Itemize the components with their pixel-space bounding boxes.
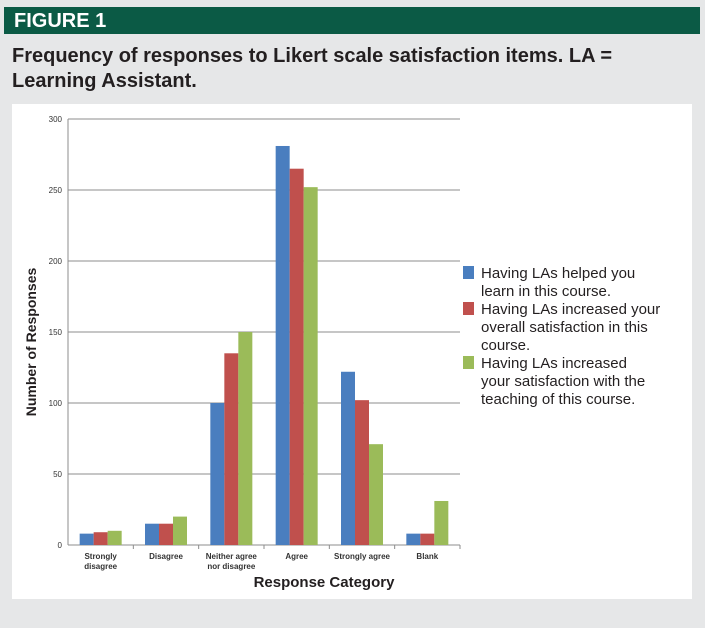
bar [238,332,253,545]
bar [159,523,173,545]
chart-panel: 0 50 100 150 200 250 300 Strongly disagree Disagr… [12,104,692,599]
legend-label: Having LAs increased your [481,301,660,318]
legend-label: Having LAs helped you [481,265,635,282]
y-tick-label: 150 [49,328,63,337]
legend-swatch [463,302,474,315]
legend-label: your satisfaction with the [481,373,645,390]
y-tick-label: 300 [49,115,63,124]
bar [79,533,94,545]
bar [289,168,304,545]
legend-label: overall satisfaction in this [481,319,648,336]
legend-label: learn in this course. [481,283,611,300]
x-tick-label: Blank [416,552,438,561]
y-tick-label: 250 [49,186,63,195]
y-axis-title: Number of Responses [23,267,39,416]
legend-label: course. [481,337,530,354]
y-tick-label: 0 [58,541,63,550]
bar [434,500,449,545]
bar [420,533,435,545]
y-tick-label: 100 [49,399,63,408]
x-tick-label: Disagree [149,552,183,561]
x-axis-title: Response Category [254,574,396,591]
bar [173,516,187,545]
bar [355,400,369,545]
x-tick-label: Strongly [84,552,117,561]
legend-label: Having LAs increased [481,355,627,372]
bar [93,532,108,545]
x-tick-label: disagree [84,562,117,571]
bar [210,403,225,545]
x-tick-label: Neither agree [206,552,258,561]
legend-swatch [463,356,474,369]
bar [406,533,421,545]
bar [341,371,355,545]
bar [107,530,122,545]
y-tick-label: 200 [49,257,63,266]
bar [145,523,159,545]
bar [224,353,239,545]
legend-label: teaching of this course. [481,391,635,408]
figure-label: FIGURE 1 [4,7,700,34]
y-tick-label: 50 [53,470,62,479]
x-tick-label: nor disagree [207,562,256,571]
x-tick-label: Strongly agree [334,552,391,561]
bar [303,187,318,545]
legend-swatch [463,266,474,279]
bar [369,444,383,545]
bar [275,145,290,546]
x-tick-label: Agree [285,552,308,561]
figure-title: Frequency of responses to Likert scale s… [12,45,613,92]
